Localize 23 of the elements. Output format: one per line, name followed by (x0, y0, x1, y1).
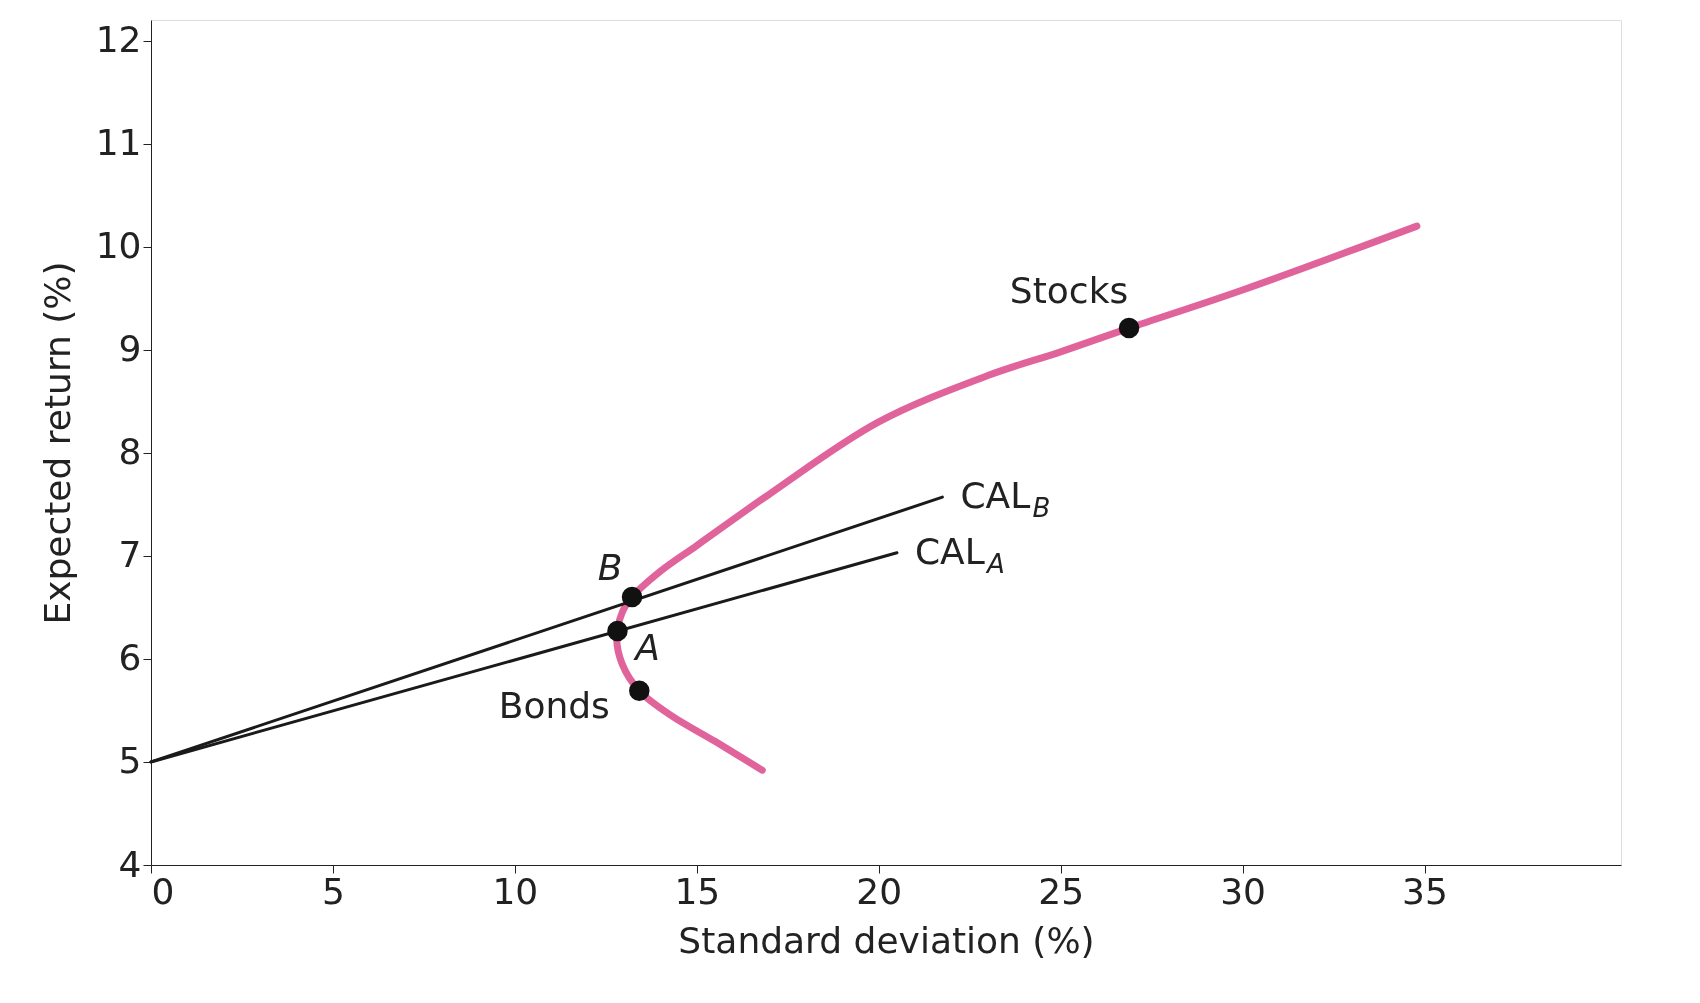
annotation: A (633, 627, 660, 669)
x-tick-label: 0 (151, 870, 175, 912)
x-tick-label: 30 (1220, 870, 1266, 912)
x-tick-label: 20 (856, 870, 903, 912)
y-tick-label: 8 (118, 431, 142, 473)
x-tick-label: 10 (492, 870, 539, 912)
annotation: Stocks (1009, 270, 1129, 312)
y-tick-label: 6 (118, 637, 142, 679)
x-tick-label: 15 (674, 870, 721, 912)
y-tick-label: 5 (118, 740, 142, 782)
x-tick-label: 5 (321, 870, 345, 912)
y-tick-label: 10 (95, 225, 142, 267)
x-axis-title: Standard deviation (%) (678, 919, 1095, 961)
annotation: B (597, 547, 623, 589)
y-tick-label: 7 (118, 534, 142, 576)
y-tick-label: 12 (95, 19, 142, 61)
y-tick-label: 9 (118, 328, 142, 370)
y-axis-title: Expected return (%) (36, 261, 78, 625)
annotation: Bonds (498, 684, 610, 726)
y-tick-label: 4 (118, 843, 142, 885)
x-tick-label: 35 (1402, 870, 1448, 912)
y-tick-label: 11 (95, 122, 142, 164)
x-tick-label: 25 (1038, 870, 1085, 912)
